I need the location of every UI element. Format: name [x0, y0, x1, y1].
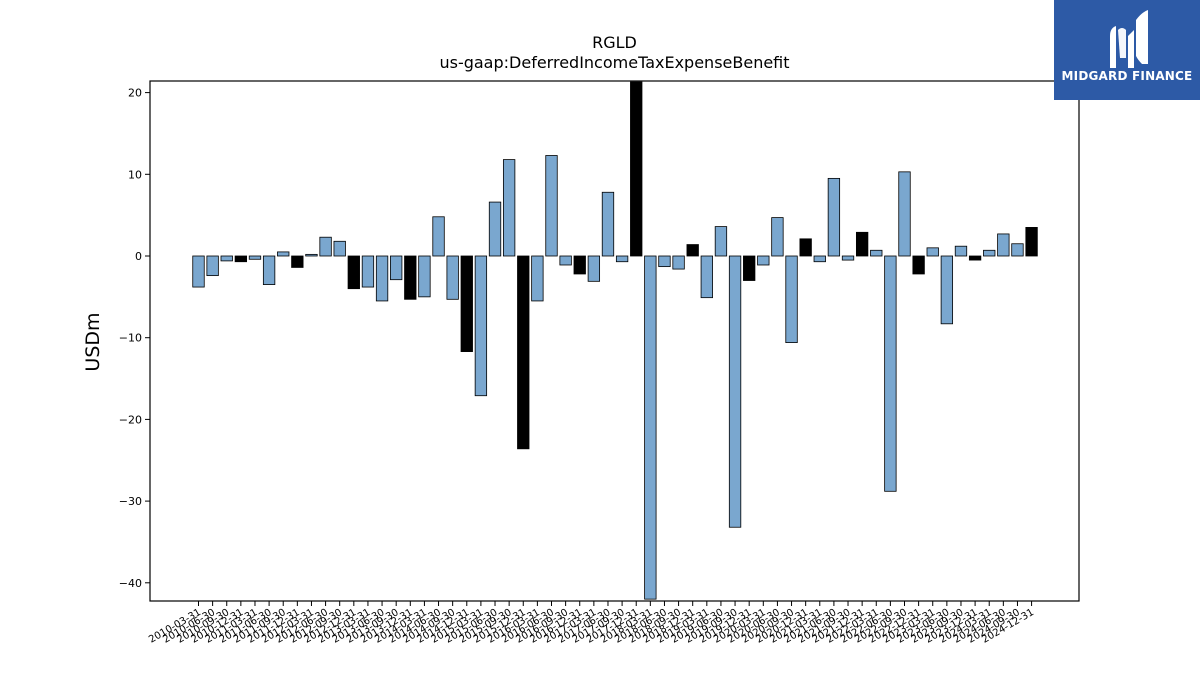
- bar-2023-06-30: [940, 255, 954, 325]
- bar-2011-12-31: [291, 255, 304, 268]
- bar-2014-06-30: [432, 216, 445, 257]
- y-tick-label: 20: [128, 87, 142, 100]
- bar-2015-12-31: [517, 255, 530, 450]
- bar-2020-09-30: [785, 255, 798, 343]
- bar-2017-12-31: [630, 81, 643, 257]
- y-tick-label: −10: [119, 332, 142, 345]
- y-axis: 20 10 0 −10 −20 −30 −40: [119, 87, 150, 590]
- bar-2011-03-31: [248, 255, 262, 260]
- bar-2015-03-31: [474, 255, 488, 397]
- bar-2012-12-31: [347, 255, 360, 290]
- y-axis-label: USDm: [82, 312, 104, 371]
- bar-2014-12-31: [460, 255, 473, 352]
- bar-2014-09-30: [446, 255, 459, 300]
- bar-2012-06-30: [319, 236, 332, 257]
- bar-2017-06-30: [601, 191, 615, 257]
- logo-background: [1054, 0, 1200, 100]
- bar-2018-09-30: [672, 255, 685, 270]
- bar-2010-03-31: [192, 255, 205, 288]
- plot-frame: [149, 80, 1080, 602]
- bar-2024-03-31: [983, 249, 996, 257]
- bar-2021-12-31: [855, 231, 869, 257]
- bar-2017-09-30: [615, 255, 629, 263]
- y-tick-label: 10: [128, 168, 142, 181]
- y-tick-label: −30: [119, 495, 142, 508]
- bar-2010-12-31: [234, 255, 248, 263]
- bar-2016-06-30: [545, 155, 558, 257]
- bar-2018-03-31: [644, 255, 657, 600]
- bar-2020-03-31: [757, 255, 770, 266]
- bar-2012-09-30: [333, 240, 346, 257]
- chart-title: RGLD: [592, 33, 637, 52]
- bar-2023-12-31: [968, 255, 982, 261]
- bar-2015-09-30: [502, 159, 516, 257]
- bar-2022-03-31: [870, 249, 883, 257]
- bar-2014-03-31: [418, 255, 431, 298]
- bar-2013-09-30: [390, 255, 403, 281]
- bar-2022-09-30: [898, 171, 911, 257]
- bar-2020-12-31: [799, 238, 812, 257]
- bar-2011-06-30: [262, 255, 276, 286]
- bar-2015-06-30: [488, 201, 502, 257]
- bar-2010-09-30: [220, 255, 233, 262]
- bar-2016-12-31: [573, 255, 586, 275]
- bar-2013-03-31: [361, 255, 375, 288]
- chart-subtitle: us-gaap:DeferredIncomeTaxExpenseBenefit: [439, 53, 789, 72]
- bar-2013-12-31: [404, 255, 417, 300]
- bar-2016-03-31: [531, 255, 544, 302]
- bar-2013-06-30: [375, 255, 389, 302]
- bar-2019-03-31: [700, 255, 713, 299]
- bar-2023-03-31: [926, 247, 939, 257]
- bar-2021-09-30: [841, 255, 855, 261]
- bar-2010-06-30: [206, 255, 219, 277]
- bar-2011-09-30: [277, 251, 290, 257]
- bar-2019-12-31: [743, 255, 756, 281]
- bar-2024-06-30: [997, 233, 1010, 257]
- bar-2024-12-31: [1025, 227, 1038, 257]
- bar-2024-09-30: [1011, 243, 1024, 257]
- bar-2023-09-30: [954, 245, 968, 257]
- brand-logo: MIDGARD FINANCE: [1054, 0, 1200, 100]
- brand-logo-bg: [1054, 0, 1200, 100]
- bar-2021-06-30: [827, 177, 841, 257]
- bar-2012-03-31: [305, 253, 318, 257]
- bar-2019-09-30: [728, 255, 742, 528]
- y-tick-label: 0: [135, 250, 142, 263]
- bar-2016-09-30: [559, 255, 572, 266]
- y-tick-label: −20: [119, 413, 142, 426]
- midgard-m-logo-icon: [1110, 10, 1148, 68]
- bars-group: [192, 81, 1038, 600]
- bar-2019-06-30: [714, 226, 728, 257]
- bar-2018-06-30: [658, 255, 671, 268]
- bar-2017-03-31: [587, 255, 601, 282]
- brand-name: MIDGARD FINANCE: [1061, 69, 1193, 83]
- x-axis: 2010-03-312010-06-302010-09-302010-12-31…: [147, 601, 1036, 646]
- y-tick-label: −40: [119, 577, 142, 590]
- bar-2020-06-30: [771, 217, 784, 257]
- bar-2022-06-30: [884, 255, 897, 492]
- bar-2021-03-31: [813, 255, 826, 263]
- bar-2018-12-31: [686, 244, 699, 257]
- bar-2022-12-31: [912, 255, 925, 275]
